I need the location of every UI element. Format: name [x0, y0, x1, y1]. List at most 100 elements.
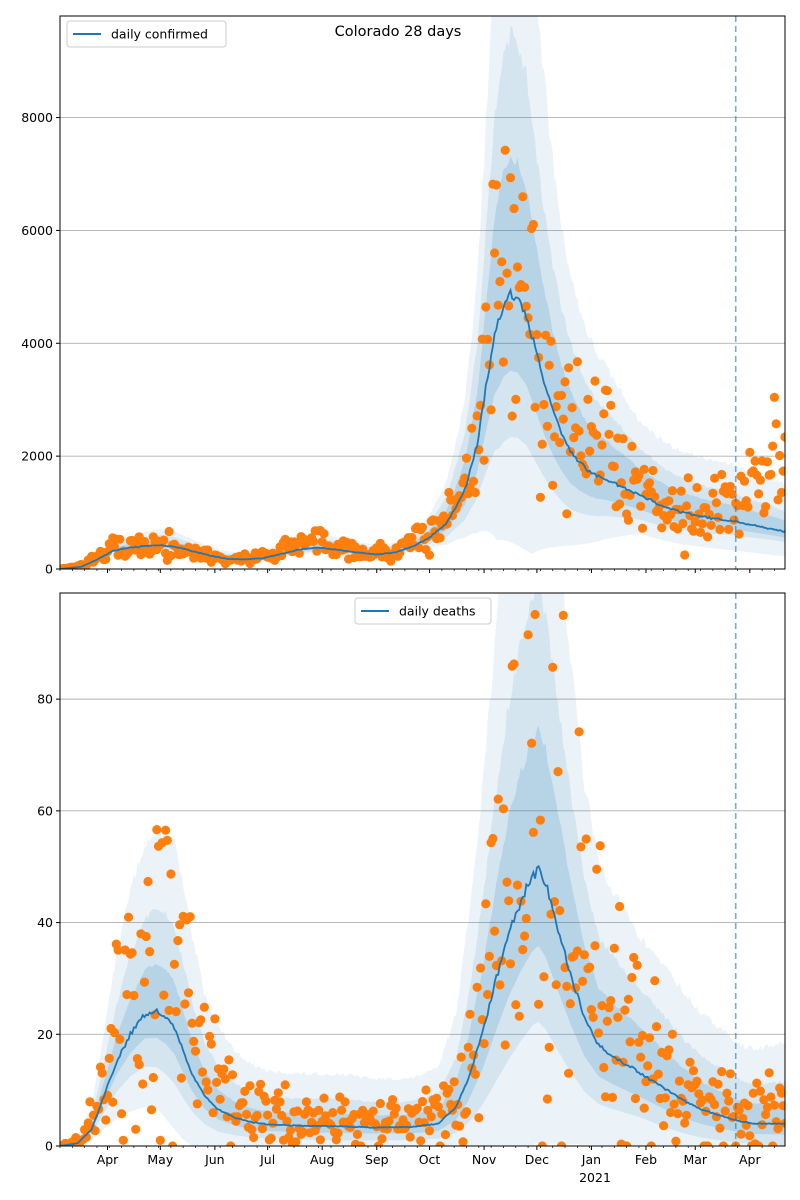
bottom-observed-point [498, 804, 508, 814]
top-observed-point [697, 519, 707, 529]
top-observed-point [681, 501, 692, 511]
bottom-observed-point [190, 1046, 201, 1056]
top-observed-point [636, 501, 646, 511]
top-observed-point [692, 483, 702, 493]
bottom-observed-point [609, 943, 619, 953]
top-observed-point [745, 447, 755, 457]
bottom-ytick-label-0: 0 [45, 1139, 53, 1154]
bottom-observed-point [97, 1068, 107, 1078]
bottom-observed-point [674, 1076, 685, 1086]
bottom-observed-point [328, 1108, 338, 1118]
bottom-observed-point [748, 1088, 758, 1098]
top-observed-point [776, 487, 785, 498]
bottom-observed-point [599, 1062, 609, 1073]
bottom-observed-point [249, 1132, 259, 1143]
top-observed-point [637, 523, 648, 533]
bottom-observed-point [734, 1105, 744, 1115]
bottom-observed-point [285, 1125, 296, 1135]
top-observed-point [688, 526, 699, 536]
bottom-observed-point [542, 1094, 553, 1104]
bottom-observed-point [724, 1096, 734, 1106]
bottom-observed-point [352, 1129, 362, 1139]
bottom-observed-point [535, 815, 546, 825]
bottom-observed-point [298, 1127, 308, 1137]
bottom-observed-point [611, 1055, 621, 1065]
bottom-observed-point [333, 1128, 343, 1138]
top-observed-point [498, 357, 508, 367]
bottom-observed-point [424, 1126, 435, 1136]
bottom-xtick-label-apr: Apr [97, 1152, 119, 1167]
bottom-observed-point [511, 1000, 521, 1010]
year-label: 2021 [579, 1170, 611, 1185]
bottom-observed-point [562, 981, 572, 992]
bottom-observed-point [659, 1121, 669, 1131]
bottom-observed-point [597, 1001, 607, 1011]
bottom-observed-point [384, 1116, 394, 1126]
bottom-observed-point [440, 1130, 450, 1140]
bottom-observed-point [613, 1012, 623, 1023]
top-observed-point [627, 441, 637, 451]
bottom-observed-point [592, 864, 602, 874]
bottom-observed-point [166, 869, 176, 879]
top-observed-point [616, 478, 626, 488]
top-observed-point [706, 520, 716, 530]
bottom-observed-point [382, 1124, 392, 1134]
bottom-observed-point [81, 1132, 91, 1142]
top-ytick-label-4000: 4000 [21, 336, 53, 351]
top-legend-label: daily confirmed [111, 27, 208, 42]
bottom-observed-point [720, 1106, 730, 1116]
bottom-observed-point [192, 1099, 202, 1109]
bottom-observed-point [197, 1067, 208, 1077]
bottom-observed-point [377, 1134, 387, 1144]
bottom-observed-point [368, 1106, 378, 1116]
bottom-observed-point [607, 1092, 618, 1102]
bottom-observed-point [593, 1028, 604, 1038]
bottom-observed-point [504, 896, 514, 906]
bottom-observed-point [602, 1016, 612, 1026]
bottom-observed-point [483, 989, 493, 1000]
bottom-observed-point [117, 1109, 127, 1119]
top-observed-point [569, 433, 579, 443]
bottom-observed-point [268, 1118, 278, 1128]
top-observed-point [775, 450, 785, 461]
bottom-observed-point [421, 1085, 431, 1095]
top-observed-point [634, 471, 644, 481]
top-observed-point [604, 429, 614, 439]
top-observed-point [678, 518, 688, 529]
bottom-ytick-label-20: 20 [37, 1027, 53, 1042]
bottom-observed-point [520, 931, 530, 941]
bottom-observed-point [502, 877, 512, 887]
top-observed-point [761, 502, 771, 512]
bottom-observed-point [180, 999, 190, 1009]
bottom-observed-point [449, 1077, 459, 1087]
top-observed-point [585, 446, 595, 456]
top-ytick-label-6000: 6000 [21, 223, 53, 238]
top-observed-point [690, 517, 700, 527]
bottom-observed-point [488, 833, 498, 844]
top-observed-point [683, 473, 693, 483]
top-observed-point [319, 529, 329, 539]
top-observed-point [203, 545, 213, 555]
bottom-observed-point [551, 980, 561, 990]
top-observed-point [680, 550, 690, 560]
bottom-observed-point [660, 1093, 670, 1103]
top-observed-point [644, 478, 655, 488]
bottom-observed-point [509, 659, 519, 669]
bottom-observed-point [196, 1015, 206, 1025]
top-gridlines [60, 117, 785, 457]
bottom-observed-point [685, 1057, 695, 1067]
bottom-observed-point [101, 1115, 111, 1125]
top-legend-box [66, 20, 227, 48]
bottom-observed-point [759, 1095, 769, 1105]
bottom-observed-point [681, 1110, 692, 1120]
bottom-observed-point [104, 1053, 114, 1063]
top-uncertainty-bands [60, 16, 785, 569]
bottom-observed-point [263, 1110, 273, 1120]
bottom-ytick-label-40: 40 [37, 915, 53, 930]
bottom-observed-point [555, 905, 565, 916]
bottom-observed-point [402, 1120, 412, 1130]
bottom-observed-point [766, 1092, 776, 1102]
bottom-observed-point [725, 1069, 736, 1079]
top-observed-point [486, 405, 496, 415]
bottom-observed-point [556, 1141, 567, 1146]
